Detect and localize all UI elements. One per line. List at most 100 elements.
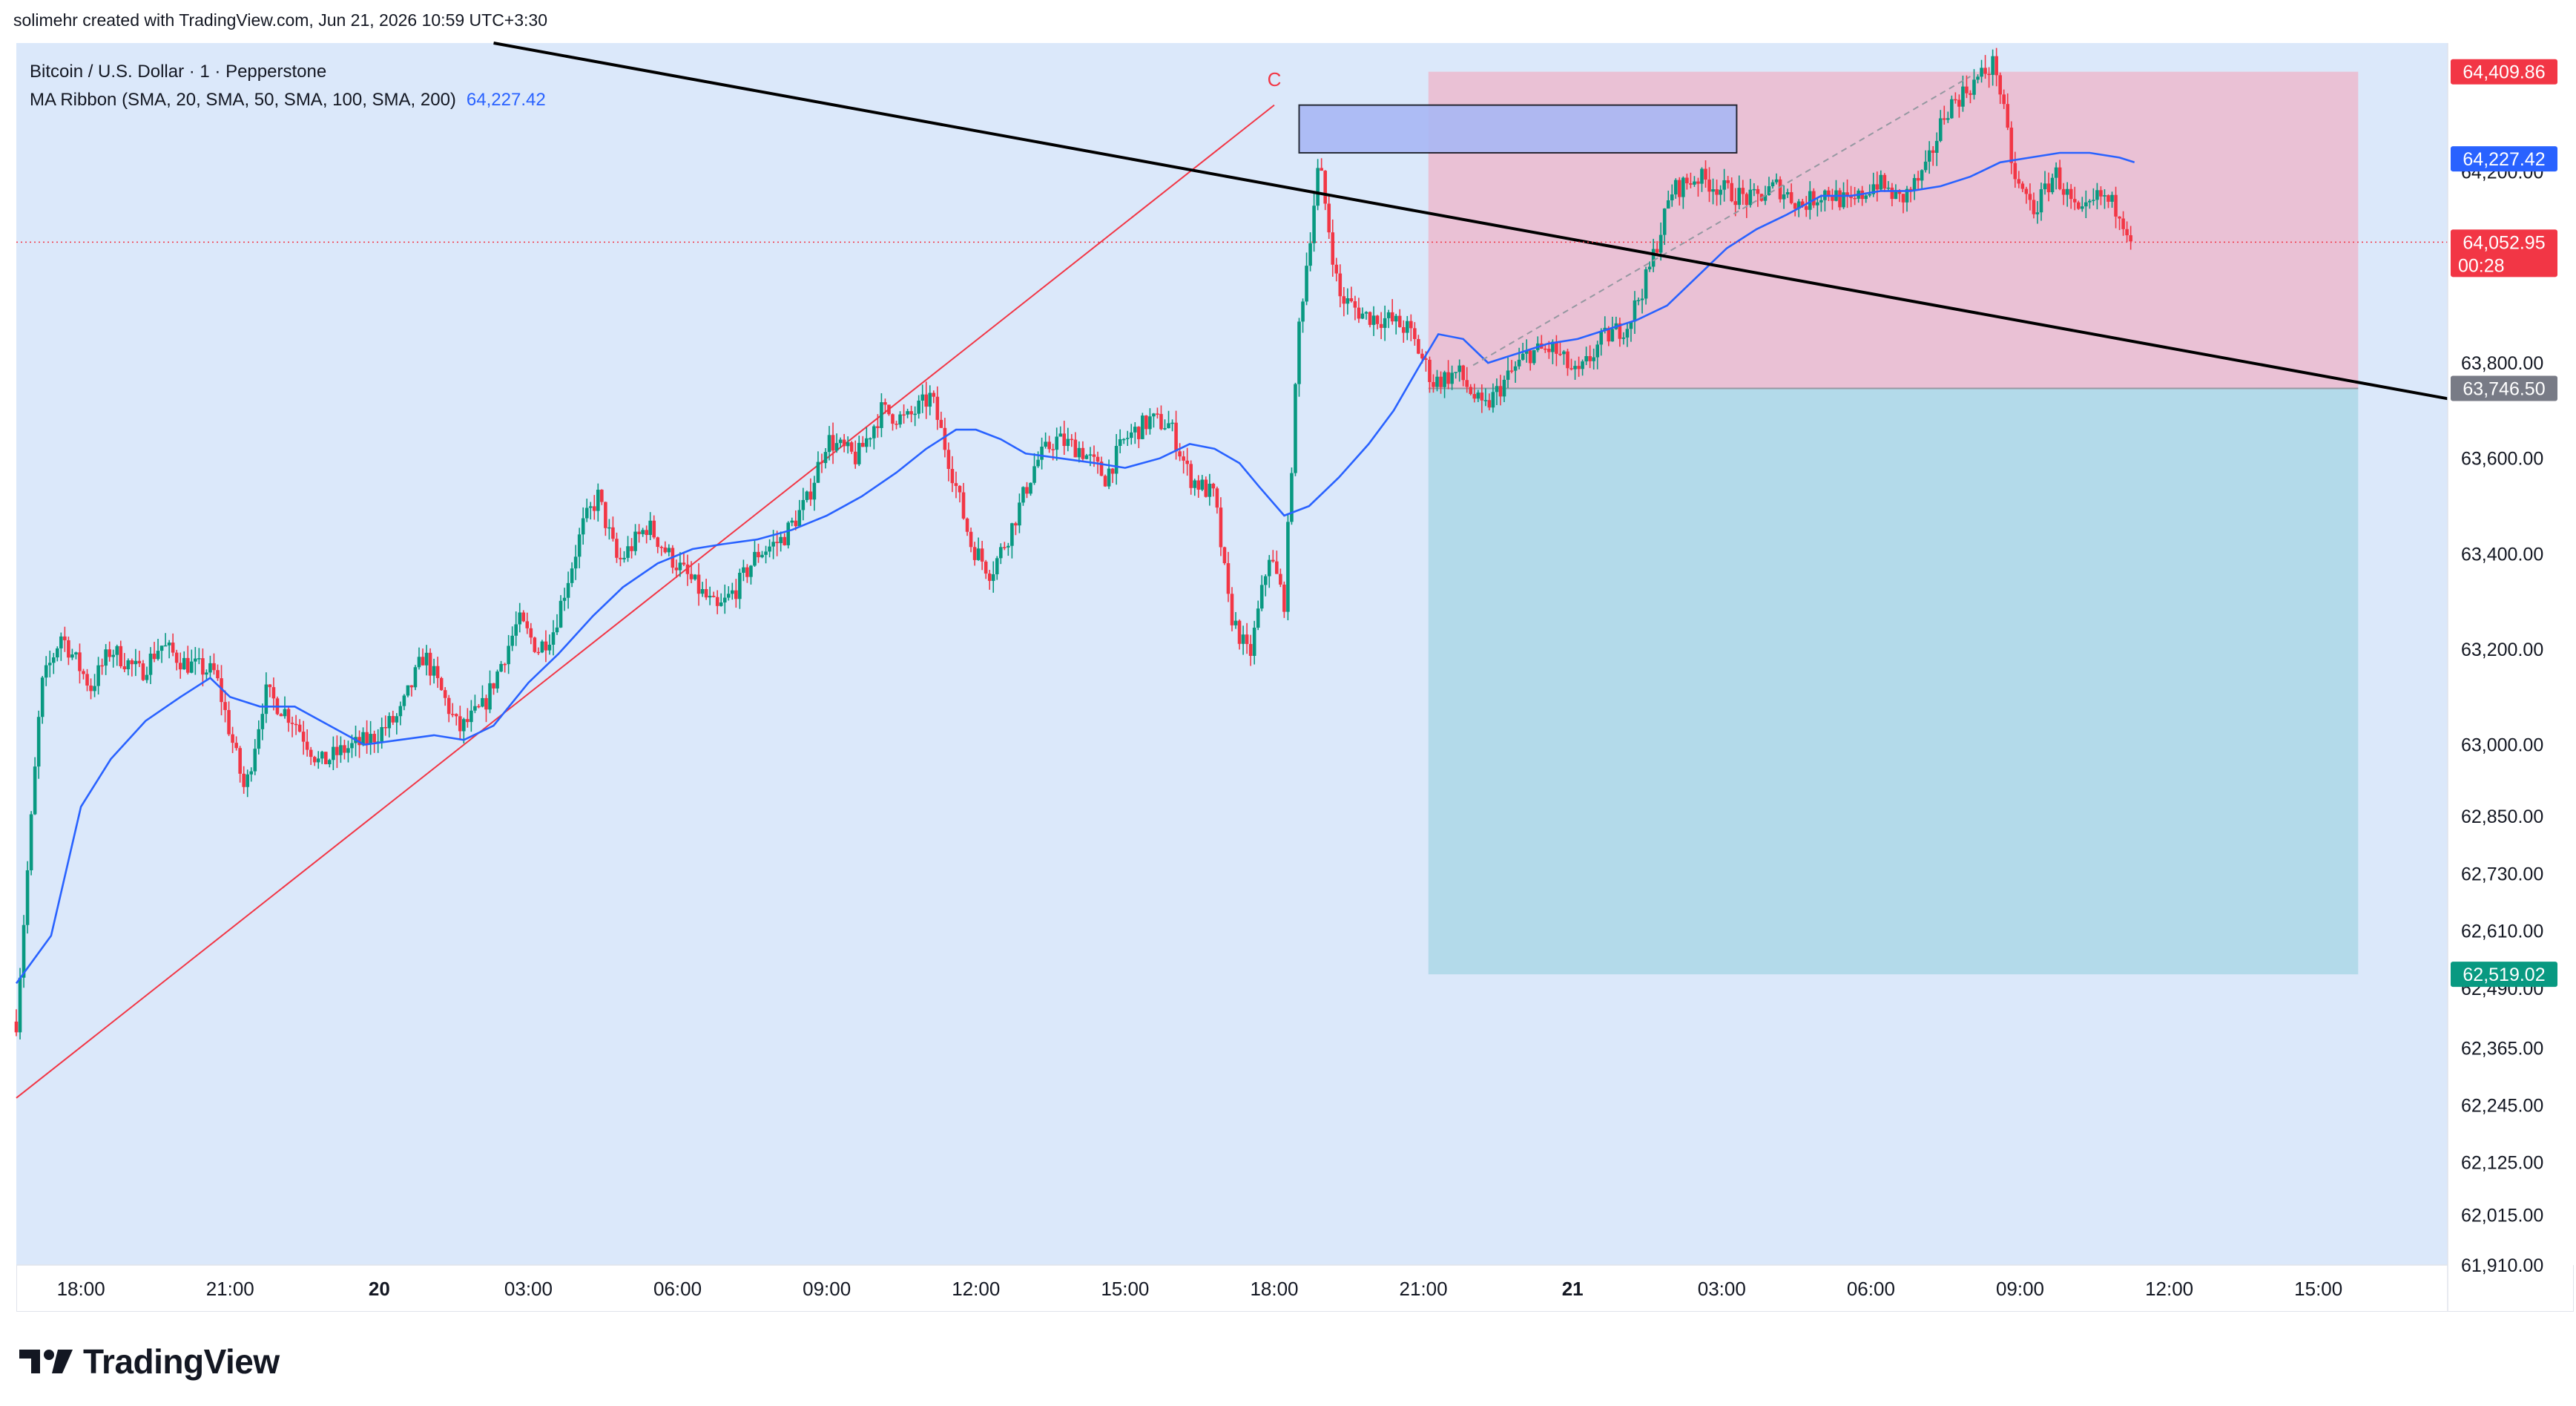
candle-body [1789,192,1793,203]
candle-body [1853,197,1857,200]
candle-body [1256,608,1260,628]
candle-body [1208,483,1212,497]
price-tag [2451,59,2557,85]
candle-body [115,645,119,655]
time-tick-label: 21 [1562,1278,1584,1300]
candle-body [507,645,510,665]
candle-body [521,612,526,622]
candle-body [685,564,690,574]
candle-body [1044,441,1047,447]
candle-body [1070,438,1074,441]
candle-body [2084,202,2088,207]
candle-body [1055,436,1059,450]
candle-body [2099,190,2103,197]
candle-body [145,674,149,680]
candle-body [2076,202,2081,209]
candle-body [1658,234,1663,253]
price-tag [2451,146,2557,172]
candle-body [1487,400,1492,408]
symbol-title[interactable]: Bitcoin / U.S. Dollar · 1 · Pepperstone [30,62,327,82]
candle-body [1036,459,1040,467]
candle-body [920,394,925,401]
candle-body [1312,206,1316,243]
candle-body [1812,191,1816,206]
candle-body [1845,192,1849,195]
candle-body [1804,206,1808,210]
candle-body [1047,441,1051,450]
candle-body [1275,561,1279,574]
candle-body [1170,422,1174,424]
candle-body [2129,235,2132,242]
candle-body [290,723,294,724]
candle-body [652,520,656,538]
candle-body [1592,357,1595,361]
candle-body [1267,559,1271,576]
candle-body [1581,361,1584,369]
candle-body [1073,439,1078,458]
candle-body [757,551,760,558]
candle-body [1495,386,1499,392]
candle-body [2065,188,2069,195]
candle-body [775,542,779,544]
candle-body [309,749,313,758]
candle-body [1599,331,1604,345]
candle-body [1517,359,1521,367]
candle-body [2092,200,2095,201]
candle-body [1704,168,1707,180]
dashed-projection-line [1472,76,1971,367]
candle-body [470,710,473,723]
candle-body [484,697,488,710]
candle-body [1942,118,1946,120]
time-tick-label: 21:00 [1400,1278,1448,1300]
candle-body [1480,392,1484,401]
tradingview-logo[interactable]: TradingView [19,1341,280,1382]
candle-body [1386,312,1391,318]
candle-body [783,536,786,545]
candle-body [85,674,89,686]
price-tick-label: 62,365.00 [2461,1038,2543,1059]
candle-body [678,562,682,571]
candle-body [1662,208,1667,235]
candle-body [156,651,160,660]
candle-body [1767,186,1771,195]
candle-body [2121,218,2125,229]
candle-body [2080,206,2084,209]
time-tick-label: 12:00 [2145,1278,2193,1300]
candle-body [1401,326,1406,333]
candle-body [588,506,593,508]
candle-body [906,411,909,415]
candle-body [29,814,33,870]
candle-body [533,637,537,652]
candle-body [1923,161,1928,171]
indicator-row[interactable]: MA Ribbon (SMA, 20, SMA, 50, SMA, 100, S… [30,86,546,114]
candle-body [458,716,462,732]
candle-body [1282,584,1286,612]
candle-body [1998,75,2002,95]
candle-body [428,652,432,676]
candle-body [111,654,116,657]
time-tick-label: 03:00 [1698,1278,1746,1300]
candle-body [943,427,947,450]
candle-body [1290,473,1294,522]
candle-body [1763,194,1768,201]
candle-body [108,649,111,657]
candle-body [961,492,966,519]
candle-body [1167,423,1170,429]
candle-body [536,651,541,654]
candle-body [380,726,384,742]
candle-body [137,660,142,664]
tradingview-logo-icon [19,1350,73,1373]
candle-body [656,537,660,548]
candle-body [838,439,843,444]
candle-body [1051,449,1055,450]
candle-body [1420,353,1424,359]
candle-body [846,442,850,447]
price-tick-label: 62,015.00 [2461,1205,2543,1226]
candle-body [864,438,869,447]
candle-body [1163,428,1167,430]
candle-body [831,435,835,451]
candle-body [1715,189,1719,195]
candle-body [1443,372,1446,387]
candle-body [1498,386,1503,397]
